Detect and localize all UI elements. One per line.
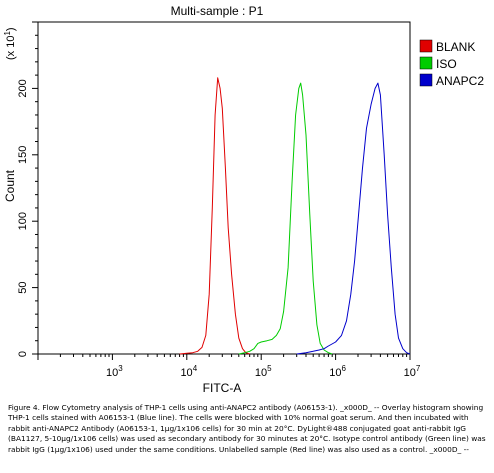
y-tick-label: 200 xyxy=(17,79,29,97)
chart-title: Multi-sample : P1 xyxy=(171,4,264,18)
y-multiplier-prefix: (x 10 xyxy=(5,36,17,60)
legend-label-anapc2: ANAPC2 xyxy=(436,74,484,88)
y-tick-label: 100 xyxy=(17,212,29,230)
x-tick-label: 106 xyxy=(329,364,346,379)
legend-swatch-anapc2 xyxy=(419,73,433,87)
legend-label-iso: ISO xyxy=(436,57,457,71)
x-tick-label: 107 xyxy=(404,364,421,379)
x-tick-base: 10 xyxy=(106,367,118,379)
x-tick-exponent: 7 xyxy=(416,364,421,373)
y-tick-label: 0 xyxy=(17,351,29,357)
series-blank-line xyxy=(179,77,250,355)
y-tick-label: 50 xyxy=(17,281,29,293)
series-iso-line xyxy=(238,82,333,355)
flow-cytometry-histogram: Multi-sample : P1 (x 101) Count FITC-A 1… xyxy=(3,4,484,395)
x-tick-label: 104 xyxy=(180,364,197,379)
y-axis-label: Count xyxy=(3,169,17,202)
y-multiplier-label: (x 101) xyxy=(3,27,17,60)
x-tick-base: 10 xyxy=(404,367,416,379)
x-tick-exponent: 6 xyxy=(341,364,346,373)
histogram-series xyxy=(179,77,411,355)
figure-caption: Figure 4. Flow Cytometry analysis of THP… xyxy=(8,403,486,454)
x-tick-exponent: 5 xyxy=(267,364,272,373)
x-axis-label: FITC-A xyxy=(203,381,242,395)
x-tick-base: 10 xyxy=(180,367,192,379)
legend-swatch-iso xyxy=(419,56,433,70)
x-tick-exponent: 3 xyxy=(118,364,123,373)
plot-frame xyxy=(37,21,411,355)
legend-swatch-blank xyxy=(419,39,433,53)
x-axis-ticks: 103 104 105 106 107 xyxy=(37,354,421,379)
x-tick-base: 10 xyxy=(255,367,267,379)
x-tick-base: 10 xyxy=(329,367,341,379)
x-tick-exponent: 4 xyxy=(193,364,198,373)
series-anapc2-line xyxy=(296,82,411,355)
legend-label-blank: BLANK xyxy=(436,40,475,54)
x-tick-label: 103 xyxy=(106,364,123,379)
y-axis-ticks: 0 50 100 150 200 xyxy=(17,21,38,357)
legend: BLANK ISO ANAPC2 xyxy=(419,39,484,88)
y-multiplier-suffix: ) xyxy=(5,27,17,31)
y-tick-label: 150 xyxy=(17,146,29,164)
x-tick-label: 105 xyxy=(255,364,272,379)
y-multiplier-exponent: 1 xyxy=(3,31,12,36)
